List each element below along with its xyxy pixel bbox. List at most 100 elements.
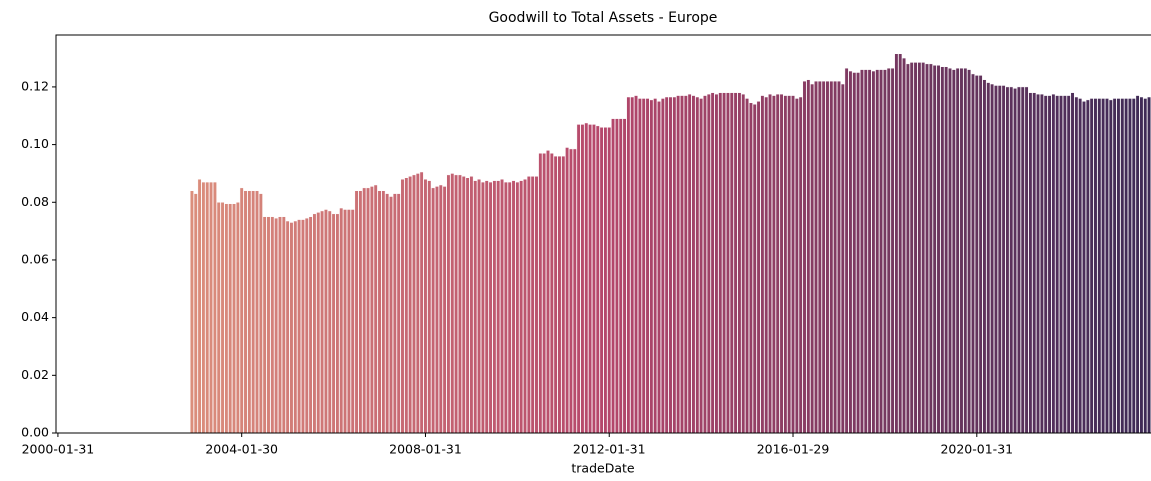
bar xyxy=(568,148,573,434)
bar xyxy=(898,53,903,434)
bar xyxy=(614,118,619,434)
bar xyxy=(576,124,581,434)
bar xyxy=(323,209,328,434)
bar xyxy=(1147,96,1151,434)
bar xyxy=(461,176,466,434)
bar xyxy=(733,92,738,434)
bar xyxy=(446,174,451,434)
bar xyxy=(1127,98,1132,434)
bar xyxy=(377,190,382,434)
y-tick-label: 0.04 xyxy=(21,309,49,324)
bar xyxy=(255,190,259,434)
bar xyxy=(695,96,700,434)
bar xyxy=(1039,93,1044,434)
bar xyxy=(400,178,405,434)
chart-title: Goodwill to Total Assets - Europe xyxy=(489,10,718,26)
bar xyxy=(963,67,968,434)
bar xyxy=(1082,101,1086,434)
bar xyxy=(320,210,325,434)
bar xyxy=(997,85,1002,434)
bar xyxy=(595,125,600,434)
bar xyxy=(706,93,711,434)
bar xyxy=(967,69,972,434)
bar xyxy=(702,95,707,434)
bar xyxy=(974,75,979,434)
bar xyxy=(863,69,868,434)
bar xyxy=(396,193,401,434)
bar xyxy=(1059,95,1063,434)
bar xyxy=(756,101,761,434)
bar xyxy=(944,66,949,434)
bar xyxy=(285,220,290,434)
bar xyxy=(879,69,884,434)
bar xyxy=(442,186,447,434)
bar xyxy=(247,190,252,434)
bar xyxy=(768,93,773,434)
bar xyxy=(1120,98,1125,434)
bar xyxy=(1135,95,1140,434)
bar xyxy=(565,147,570,434)
bar xyxy=(419,171,424,434)
bar xyxy=(216,202,221,434)
bar xyxy=(312,213,317,434)
y-tick-label: 0.00 xyxy=(21,425,49,440)
bar xyxy=(465,177,470,434)
bar xyxy=(523,178,527,434)
bar xyxy=(932,65,937,434)
bar xyxy=(710,92,715,434)
bar xyxy=(588,124,593,434)
bar xyxy=(859,69,864,434)
bar xyxy=(722,92,727,434)
bar xyxy=(1112,98,1117,434)
bar xyxy=(622,118,627,434)
bar xyxy=(637,98,642,434)
bar xyxy=(297,219,302,434)
bar xyxy=(775,93,780,434)
bar xyxy=(959,67,964,434)
bar xyxy=(392,193,397,434)
bar xyxy=(580,124,585,434)
bar xyxy=(725,92,730,434)
bar xyxy=(928,63,933,434)
bar xyxy=(404,177,409,434)
y-tick-label: 0.06 xyxy=(21,251,49,266)
bar xyxy=(385,193,390,434)
bar xyxy=(427,180,432,434)
bar xyxy=(599,127,604,434)
bar xyxy=(955,67,960,434)
bar xyxy=(209,181,214,434)
bar xyxy=(281,216,286,434)
bar xyxy=(806,79,811,434)
bar xyxy=(741,93,746,434)
bar xyxy=(618,118,623,434)
bar xyxy=(530,176,535,434)
bar xyxy=(270,216,275,434)
bar xyxy=(423,178,428,434)
y-tick-label: 0.02 xyxy=(21,367,49,382)
bar xyxy=(412,174,416,434)
bar xyxy=(1097,98,1102,434)
bar xyxy=(343,209,348,434)
bar xyxy=(1001,85,1006,434)
bar xyxy=(630,96,635,434)
bar xyxy=(867,69,872,434)
bar xyxy=(228,203,233,434)
bar xyxy=(1062,95,1067,434)
bar xyxy=(488,181,493,434)
bar xyxy=(201,181,206,434)
bar xyxy=(258,193,263,434)
bar xyxy=(752,103,757,434)
bar xyxy=(496,180,501,434)
bar xyxy=(817,80,822,434)
bar xyxy=(557,155,562,434)
bar xyxy=(668,96,673,434)
bar xyxy=(511,180,516,434)
bar xyxy=(771,95,776,434)
bar xyxy=(840,83,845,434)
bar xyxy=(699,98,704,434)
bar xyxy=(212,181,217,434)
bar xyxy=(833,80,838,434)
bar xyxy=(634,95,639,434)
bar xyxy=(1047,95,1052,434)
bar xyxy=(1124,98,1129,434)
